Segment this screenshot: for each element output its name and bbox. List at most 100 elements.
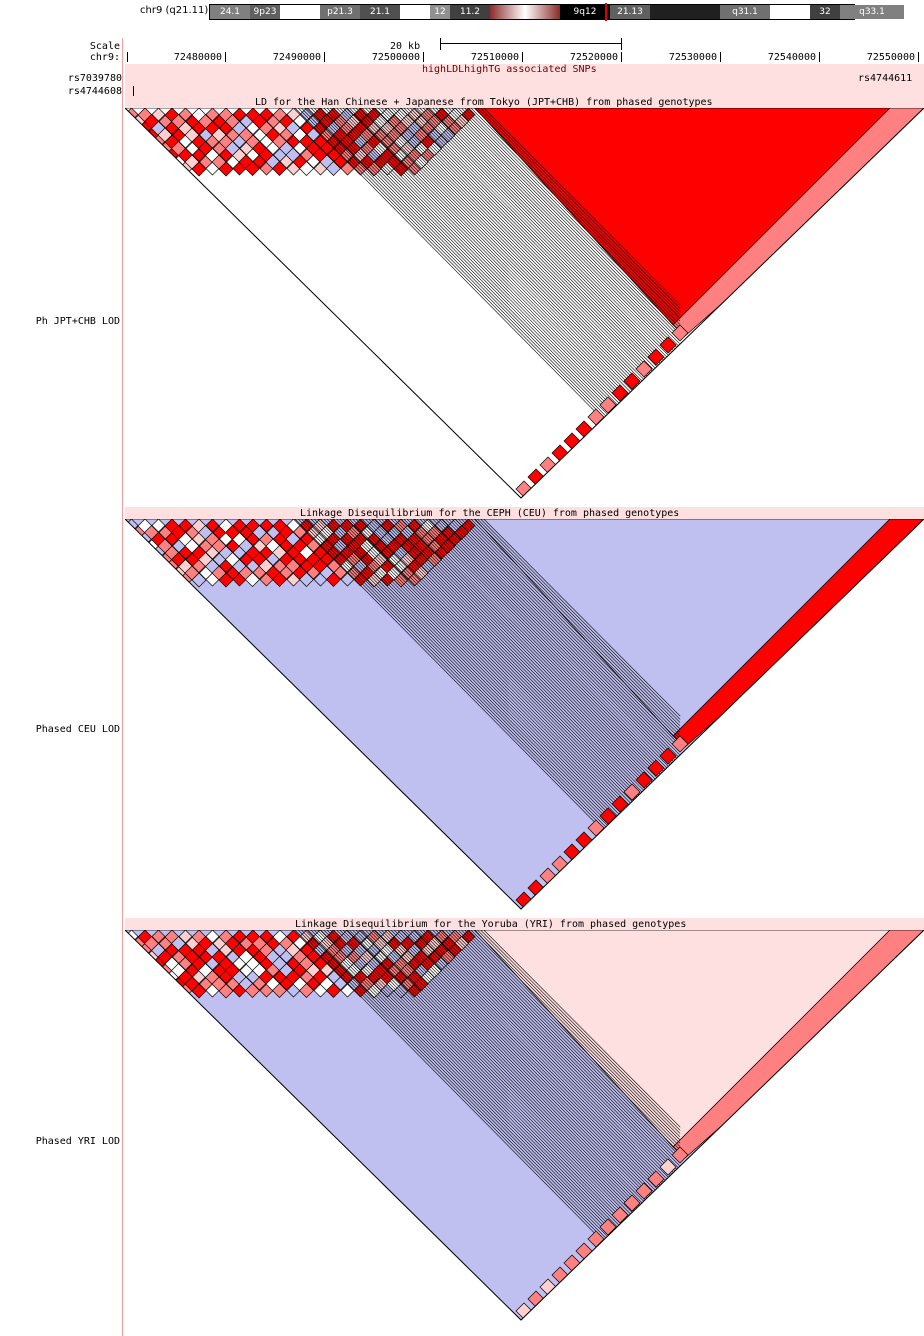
ld-stripe-line: [467, 930, 681, 1144]
ld-stripe-line: [387, 519, 679, 813]
ld-stripe-line: [381, 519, 679, 819]
ld-cell: [440, 127, 456, 143]
ld-stripe-line: [416, 519, 680, 784]
ld-stripe-line: [477, 108, 681, 312]
ld-stripe-line: [464, 519, 681, 736]
ld-triangle-outline: [125, 108, 924, 499]
ideogram-band: q31.1: [720, 5, 770, 19]
ld-diagonal-cell: [623, 372, 641, 390]
ld-stripe-line: [374, 519, 679, 826]
ld-stripe-line: [441, 930, 680, 1170]
ld-cell: [272, 983, 287, 998]
ruler-tick-label: 72550000: [866, 52, 915, 63]
ideogram-band: q33.1: [840, 5, 904, 19]
ld-diagonal-cell: [611, 1206, 629, 1224]
ld-stripe-line: [480, 930, 681, 1131]
ld-stripe-line: [425, 930, 680, 1186]
ld-stripe-line: [371, 519, 679, 829]
ideogram-band: 24.1: [210, 5, 250, 19]
ld-track-label-ceu[interactable]: Phased CEU LOD: [35, 724, 120, 735]
ld-stripe-line: [377, 519, 679, 823]
ld-stripe-line: [422, 930, 680, 1189]
ld-stripe-line: [349, 519, 678, 851]
ld-stripe-line: [461, 108, 681, 328]
ld-heatmap-jpt-chb[interactable]: [125, 108, 924, 508]
ruler-tick: [918, 52, 919, 62]
ideogram-label: chr9 (q21.11): [140, 5, 209, 16]
ld-stripe-line: [384, 930, 679, 1227]
ld-cell: [245, 983, 260, 998]
ld-diagonal-cell: [647, 759, 665, 777]
chromosome-ideogram[interactable]: chr9 (q21.11) 24.1 9p23 p21.3 21.1 12 11.2 9q1…: [140, 3, 904, 21]
ideogram-band: 9q12: [560, 5, 610, 19]
ld-stripe-line: [384, 519, 679, 816]
ld-stripe-line: [438, 930, 680, 1173]
ld-stripe-line: [403, 108, 679, 386]
ld-cell: [205, 519, 220, 533]
ld-stripe-line: [432, 519, 680, 768]
ld-diagonal-cell: [635, 1182, 653, 1200]
ld-diagonal-cell: [659, 336, 677, 354]
ld-stripe-line: [393, 108, 679, 396]
ld-stripe-line: [400, 108, 679, 389]
ld-diagonal-cell: [671, 735, 689, 753]
ld-diagonal-cell: [611, 795, 629, 813]
ld-stripe-line: [355, 519, 678, 845]
ld-cell: [434, 519, 449, 533]
ld-cell: [326, 161, 341, 176]
ld-stripe-line: [397, 108, 679, 392]
ld-stripe-line: [368, 930, 679, 1243]
ld-stripe-line: [429, 108, 680, 360]
ld-cell: [151, 930, 166, 944]
ld-stripe-line: [419, 519, 680, 781]
ld-triangle-outline: [125, 519, 924, 910]
track-guide-line: [122, 38, 123, 1336]
ld-cell: [299, 572, 314, 587]
ld-track-label-jpt-chb[interactable]: Ph JPT+CHB LOD: [35, 316, 120, 327]
ld-cell: [245, 161, 260, 176]
ld-stripe-line: [435, 519, 680, 765]
snp-right-label: rs4744611: [858, 73, 913, 84]
ld-stripe-line: [477, 930, 681, 1134]
ld-cell: [191, 572, 207, 588]
ld-cell: [218, 161, 234, 177]
ld-diagonal-cell: [611, 384, 629, 402]
ld-cell: [205, 108, 220, 122]
ld-stripe-line: [390, 519, 679, 810]
ld-diagonal-cell: [635, 771, 653, 789]
snp-track[interactable]: highLDLhighTG associated SNPs: [125, 64, 924, 96]
ld-track-title-ceu: Linkage Disequilibrium for the CEPH (CEU…: [125, 507, 924, 519]
ld-stripe-line: [429, 519, 680, 771]
ld-stripe-line: [361, 519, 679, 839]
ruler-tick-label: 72530000: [668, 52, 717, 63]
ld-diagonal-cell: [659, 1158, 677, 1176]
ld-stripe-line: [355, 930, 678, 1256]
ld-stripe-line: [441, 519, 680, 759]
ld-stripe-line: [419, 108, 680, 370]
ld-stripe-line: [448, 108, 680, 341]
ld-stripe-line: [365, 519, 679, 835]
ideogram-position-marker: [605, 3, 607, 21]
ld-mask-right: [521, 108, 924, 508]
ld-diagonal-cell: [599, 807, 617, 825]
ld-stripe-line: [384, 108, 679, 405]
ld-stripe-line: [448, 930, 680, 1163]
ld-cell: [272, 572, 287, 587]
ld-stripe-line: [422, 519, 680, 778]
ld-stripe-line: [368, 108, 679, 421]
ld-stripe-line: [425, 108, 680, 364]
ld-stripe-line: [451, 108, 680, 338]
ld-stripe-line: [409, 519, 679, 791]
ld-cell: [245, 572, 260, 587]
ld-stripe-line: [381, 930, 679, 1230]
ld-stripe-line: [464, 108, 681, 325]
ld-stripe-line: [438, 519, 680, 762]
ideogram-band: p21.3: [320, 5, 360, 19]
ld-stripe-line: [400, 519, 679, 800]
ld-stripe-line: [397, 930, 679, 1214]
ld-stripe-line: [377, 108, 679, 412]
ld-heatmap-ceu[interactable]: [125, 519, 924, 919]
snp-second-label: rs4744608: [67, 86, 122, 97]
ld-track-label-yri[interactable]: Phased YRI LOD: [35, 1136, 120, 1147]
ld-heatmap-yri[interactable]: [125, 930, 924, 1330]
